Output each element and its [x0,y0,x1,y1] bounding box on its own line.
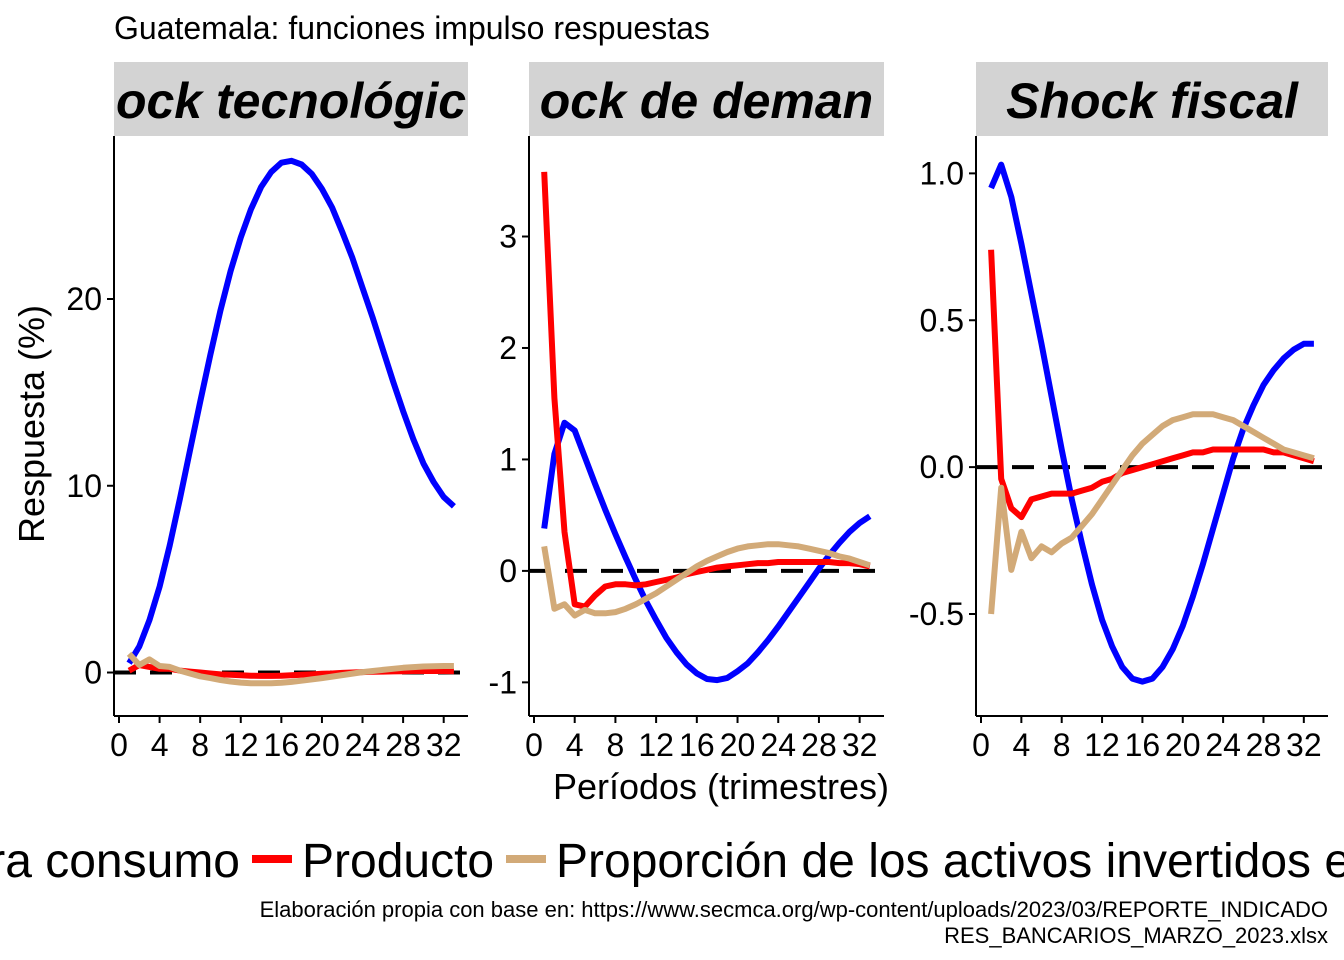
caption-line-1: Elaboración propia con base en: https://… [260,897,1328,922]
facet-strip-title: ock de deman [540,73,873,129]
x-tick-label: 0 [110,727,128,763]
legend-label: Proporción de los activos invertidos e [556,835,1344,888]
y-tick-label: 3 [499,219,517,255]
x-tick-label: 16 [264,727,300,763]
x-tick-label: 8 [607,727,625,763]
series-line-credit [126,157,456,665]
facet-strip-bg [529,62,884,136]
x-tick-label: 28 [385,727,421,763]
series-line-share [541,541,871,619]
y-tick-label: 1 [499,441,517,477]
caption-line-2: RES_BANCARIOS_MARZO_2023.xlsx [944,923,1328,948]
y-tick-label: 0.5 [920,302,964,338]
x-tick-label: 28 [801,727,837,763]
facet-strip-bg [976,62,1328,136]
series-line-share [126,651,454,687]
y-tick-label: 20 [66,281,102,317]
facet-strip-bg [114,62,468,136]
facet-strip-title: ock tecnológic [116,73,466,129]
y-tick-label: 2 [499,330,517,366]
series-line-share [988,411,1315,615]
legend-label: ra consumo [0,835,240,888]
series-line-output [541,171,871,610]
x-tick-label: 32 [1286,727,1322,763]
x-tick-label: 12 [223,727,259,763]
x-tick-label: 20 [1165,727,1201,763]
x-tick-label: 8 [191,727,209,763]
legend-item-credit: ra consumo [0,835,240,888]
figure-title: Guatemala: funciones impulso respuestas [114,10,710,46]
x-tick-label: 32 [842,727,878,763]
x-tick-label: 0 [525,727,543,763]
x-tick-label: 12 [1084,727,1120,763]
x-tick-label: 8 [1053,727,1071,763]
series-line-credit [541,419,872,684]
x-tick-label: 16 [1125,727,1161,763]
series-line-credit [988,161,1314,685]
x-axis-label: Períodos (trimestres) [553,766,889,807]
x-tick-label: 20 [304,727,340,763]
x-tick-label: 4 [566,727,584,763]
y-tick-label: -0.5 [909,596,964,632]
x-tick-label: 24 [345,727,381,763]
x-tick-label: 16 [679,727,715,763]
x-tick-label: 24 [1205,727,1241,763]
series-line-output [988,249,1315,521]
x-tick-label: 4 [1012,727,1030,763]
facet-strip-title: Shock fiscal [1006,73,1299,129]
legend-item-output: Producto [252,835,494,888]
x-tick-label: 24 [760,727,796,763]
y-axis-label: Respuesta (%) [11,305,52,543]
y-tick-label: 1.0 [920,155,964,191]
x-tick-label: 28 [1246,727,1282,763]
y-tick-label: 0 [84,655,102,691]
y-tick-label: -1 [489,664,517,700]
x-tick-label: 32 [426,727,462,763]
y-tick-label: 10 [66,468,102,504]
x-tick-label: 12 [638,727,674,763]
legend-label: Producto [302,835,494,888]
y-tick-label: 0.0 [920,449,964,485]
legend-item-share: Proporción de los activos invertidos e [506,835,1344,888]
legend: ra consumo Producto Proporción de los acti… [0,835,1344,888]
x-tick-label: 4 [151,727,169,763]
x-tick-label: 0 [972,727,990,763]
facet-panel-3: Shock fiscal -0.5 0.0 0.5 1.0 0 4 8 12 16 20 24 28 32 [909,62,1328,763]
y-tick-label: 0 [499,553,517,589]
x-tick-label: 20 [720,727,756,763]
